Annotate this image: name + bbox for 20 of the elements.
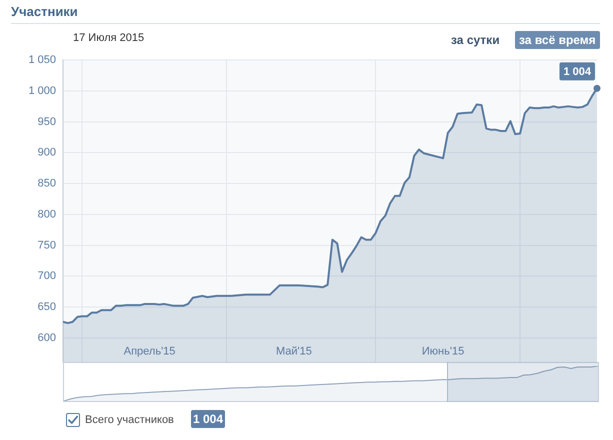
x-tick-label: Апрель'15 xyxy=(124,345,176,358)
text: за сутки xyxy=(451,33,500,47)
y-tick-label: 900 xyxy=(38,146,56,159)
chart-title: Участники xyxy=(11,4,78,19)
y-tick-label: 700 xyxy=(38,270,56,282)
y-tick-label: 600 xyxy=(38,332,56,344)
annotation: 1 004 xyxy=(563,66,592,78)
y-tick-label: 950 xyxy=(38,116,56,128)
y-tick-label: 1 050 xyxy=(28,54,56,66)
x-tick-label: Июнь'15 xyxy=(422,345,464,358)
text: 17 Июля 2015 xyxy=(73,31,144,45)
y-tick-label: 850 xyxy=(38,178,56,190)
y-tick-label: 650 xyxy=(38,301,56,314)
x-tick-label: Май'15 xyxy=(276,345,312,358)
badge: 1 004 xyxy=(191,410,226,428)
y-tick-label: 750 xyxy=(38,239,56,252)
y-tick-label: 1 000 xyxy=(28,84,56,97)
y-tick-label: 800 xyxy=(38,208,56,220)
legend-label: Всего участников xyxy=(85,412,174,426)
button: за всё время xyxy=(515,31,600,49)
